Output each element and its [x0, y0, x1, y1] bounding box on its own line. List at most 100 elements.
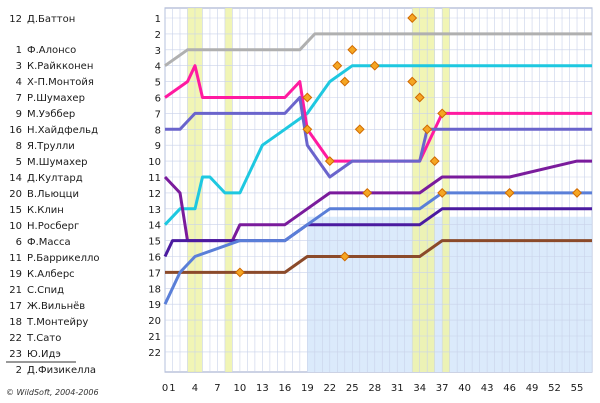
- y-tick-label: 16: [148, 253, 161, 264]
- x-tick-label: 4: [192, 383, 198, 394]
- series-line: [163, 64, 592, 226]
- driver-number: 2: [16, 365, 22, 376]
- pit-marker: [302, 124, 313, 135]
- pit-marker: [339, 251, 350, 262]
- y-tick-label: 17: [148, 268, 161, 279]
- driver-number: 16: [9, 125, 22, 136]
- pit-marker: [407, 76, 418, 87]
- driver-name: К.Райкконен: [27, 61, 93, 72]
- driver-number: 7: [16, 93, 22, 104]
- pit-marker: [572, 187, 582, 198]
- y-tick-label: 8: [155, 125, 161, 136]
- driver-name: В.Льюцци: [27, 189, 79, 200]
- driver-name: М.Шумахер: [27, 157, 88, 168]
- driver-number: 22: [9, 333, 22, 344]
- y-tick-label: 10: [148, 157, 161, 168]
- driver-number: 3: [16, 61, 22, 72]
- driver-name: Н.Хайдфельд: [27, 125, 98, 136]
- x-tick-label: 7: [214, 383, 220, 394]
- pit-marker: [302, 92, 313, 103]
- pit-marker: [369, 60, 380, 71]
- driver-name: Д.Баттон: [27, 14, 75, 25]
- pit-marker: [437, 187, 448, 198]
- pit-marker: [347, 44, 358, 55]
- driver-name: Т.Сато: [26, 333, 61, 344]
- x-tick-label: 34: [413, 383, 426, 394]
- driver-name: Х-П.Монтойя: [27, 77, 94, 88]
- y-tick-label: 11: [148, 173, 161, 184]
- pit-markers: [234, 13, 582, 278]
- y-tick-label: 14: [148, 221, 161, 232]
- driver-number: 17: [9, 301, 22, 312]
- driver-name: С.Спид: [27, 285, 64, 296]
- driver-name: К.Клин: [27, 205, 64, 216]
- series-line: [165, 96, 592, 179]
- x-tick-label: 55: [571, 383, 584, 394]
- pit-marker: [429, 156, 440, 167]
- y-tick-label: 3: [155, 46, 161, 57]
- y-tick-label: 21: [148, 332, 161, 343]
- driver-name: Ф.Алонсо: [27, 45, 76, 56]
- pit-marker: [324, 156, 335, 167]
- pit-marker: [414, 92, 425, 103]
- driver-number: 15: [9, 205, 22, 216]
- x-axis-ticks: 0 1 4 7 10 13 16 19 22 25 28 31 34 37 40 43 46 49 52 55: [162, 383, 584, 394]
- x-tick-label: 43: [481, 383, 494, 394]
- x-tick-label: 0: [162, 383, 168, 394]
- driver-name: Д.Култард: [27, 173, 83, 184]
- x-tick-label: 22: [323, 383, 336, 394]
- y-tick-label: 15: [148, 237, 161, 248]
- driver-name: Ф.Масса: [27, 237, 71, 248]
- driver-list: 12 Д.Баттон 1 Ф.Алонсо 3 К.Райкконен 4 Х-П.Монт…: [6, 14, 100, 376]
- driver-name: Р.Баррикелло: [27, 253, 100, 264]
- x-tick-label: 28: [368, 383, 381, 394]
- driver-name: Р.Шумахер: [27, 93, 85, 104]
- pit-marker: [332, 60, 343, 71]
- y-tick-label: 1: [155, 14, 161, 25]
- driver-number: 1: [16, 45, 22, 56]
- driver-name: Т.Монтейру: [26, 317, 88, 328]
- y-tick-label: 19: [148, 300, 161, 311]
- driver-number: 21: [9, 285, 22, 296]
- driver-number: 9: [16, 109, 22, 120]
- x-tick-label: 25: [346, 383, 359, 394]
- series-lines: [163, 32, 592, 305]
- driver-number: 12: [9, 14, 22, 25]
- pit-marker: [354, 124, 365, 135]
- pit-marker: [407, 13, 418, 23]
- x-tick-label: 13: [256, 383, 269, 394]
- driver-number: 19: [9, 269, 22, 280]
- x-tick-label: 37: [436, 383, 449, 394]
- driver-number: 4: [16, 77, 22, 88]
- driver-number: 5: [16, 157, 22, 168]
- x-tick-label: 10: [234, 383, 247, 394]
- y-tick-label: 9: [155, 141, 161, 152]
- driver-number: 10: [9, 221, 22, 232]
- y-tick-label: 20: [148, 316, 161, 327]
- y-tick-label: 13: [148, 205, 161, 216]
- x-tick-label: 31: [391, 383, 404, 394]
- driver-name: Д.Физикелла: [27, 365, 96, 376]
- driver-number: 14: [9, 173, 22, 184]
- series-line: [165, 239, 592, 274]
- driver-number: 20: [9, 189, 22, 200]
- driver-number: 6: [16, 237, 22, 248]
- y-tick-label: 5: [155, 78, 161, 89]
- pit-marker: [437, 108, 448, 119]
- x-tick-label: 16: [278, 383, 291, 394]
- driver-number: 18: [9, 317, 22, 328]
- y-tick-label: 7: [155, 109, 161, 120]
- x-tick-label: 1: [169, 383, 175, 394]
- y-tick-label: 18: [148, 284, 161, 295]
- y-tick-label: 6: [155, 94, 161, 105]
- pit-marker: [234, 267, 245, 278]
- y-tick-label: 12: [148, 189, 161, 200]
- driver-name: М.Уэббер: [27, 109, 75, 120]
- pit-marker: [362, 187, 373, 198]
- yellow-band: [442, 8, 450, 372]
- pit-marker: [504, 187, 515, 198]
- x-tick-label: 19: [301, 383, 314, 394]
